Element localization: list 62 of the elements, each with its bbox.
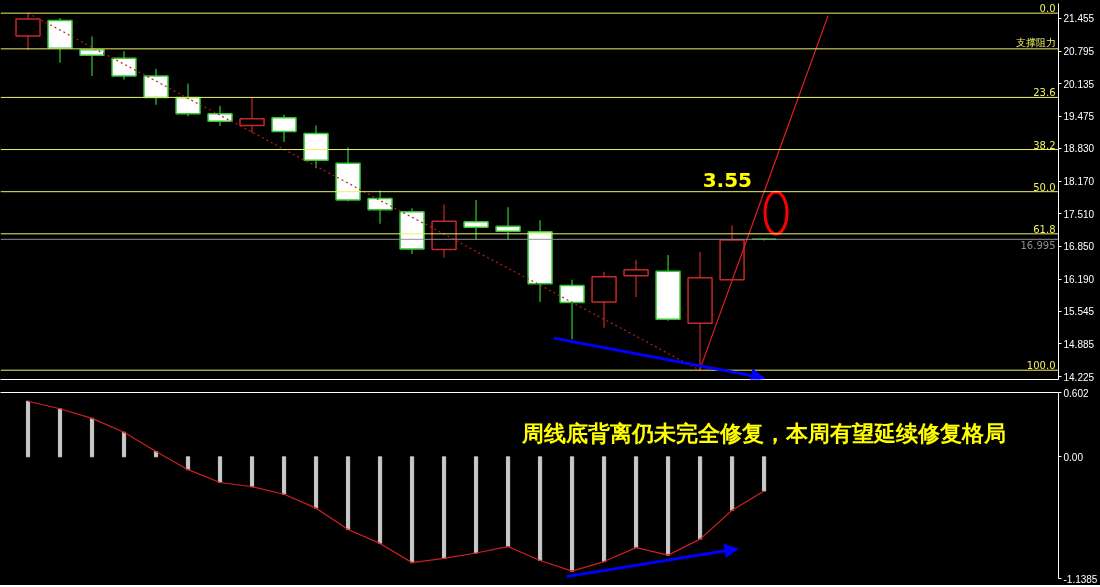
- bar: [505, 456, 511, 548]
- line-series: [27, 400, 765, 572]
- ref-line-label: 50.0: [1033, 181, 1056, 193]
- y-tick-label: 21.455: [1063, 13, 1095, 25]
- bar: [217, 456, 223, 483]
- ref-line-label: 100.0: [1026, 360, 1056, 372]
- y-tick-label: 19.475: [1063, 111, 1095, 123]
- bar: [569, 456, 575, 572]
- bar: [601, 456, 607, 563]
- candlestick: [367, 189, 393, 225]
- ref-line-label: 0.0: [1039, 3, 1056, 15]
- y-tick-label: 0.00: [1063, 451, 1084, 463]
- candlestick: [623, 259, 649, 298]
- y-tick-label: 0.602: [1063, 387, 1089, 399]
- bar: [761, 456, 767, 492]
- bar: [537, 456, 543, 561]
- bar: [441, 456, 447, 559]
- candlestick: [495, 206, 521, 241]
- candlestick: [463, 199, 489, 241]
- ref-line-label: 61.8: [1033, 223, 1056, 235]
- ref-line-label: 23.6: [1033, 87, 1056, 99]
- candlestick: [111, 50, 137, 81]
- bar: [313, 456, 319, 509]
- bar: [729, 456, 735, 511]
- line-series: [699, 15, 829, 370]
- candlestick: [143, 68, 169, 106]
- y-tick-label: 16.190: [1063, 274, 1095, 286]
- candlestick: [271, 114, 297, 143]
- bar: [121, 431, 127, 458]
- y-tick-label: 14.885: [1063, 338, 1095, 350]
- bar: [57, 408, 63, 458]
- y-tick-label: 20.795: [1063, 46, 1095, 58]
- bar: [281, 456, 287, 495]
- annotation: 周线底背离仍未完全修复，本周有望延续修复格局: [521, 420, 1007, 446]
- y-tick-label: 18.170: [1063, 176, 1095, 188]
- bar: [249, 456, 255, 488]
- bar: [473, 456, 479, 554]
- bar: [697, 456, 703, 540]
- line-series: [27, 12, 701, 371]
- ref-line-label: 支撑阻力: [1015, 36, 1056, 48]
- candlestick: [79, 35, 105, 77]
- ref-line-label: 16.995: [1020, 240, 1056, 252]
- annotation: 3.55: [702, 168, 753, 193]
- y-tick-label: 14.225: [1063, 371, 1095, 383]
- candlestick: [239, 96, 265, 134]
- candlestick: [207, 105, 233, 127]
- y-tick-label: -1.1385: [1063, 573, 1098, 585]
- bar: [665, 456, 671, 556]
- y-tick-label: 17.510: [1063, 208, 1095, 220]
- bar: [185, 456, 191, 471]
- bar: [345, 456, 351, 530]
- bar: [409, 456, 415, 564]
- y-tick-label: 20.135: [1063, 78, 1095, 90]
- candlestick: [559, 279, 585, 340]
- bar: [377, 456, 383, 544]
- ref-line-label: 38.2: [1033, 139, 1056, 151]
- y-tick-label: 15.545: [1063, 306, 1095, 318]
- bar: [25, 400, 31, 458]
- bar: [89, 417, 95, 458]
- bar: [633, 456, 639, 549]
- y-tick-label: 18.830: [1063, 143, 1095, 155]
- y-tick-label: 16.850: [1063, 241, 1095, 253]
